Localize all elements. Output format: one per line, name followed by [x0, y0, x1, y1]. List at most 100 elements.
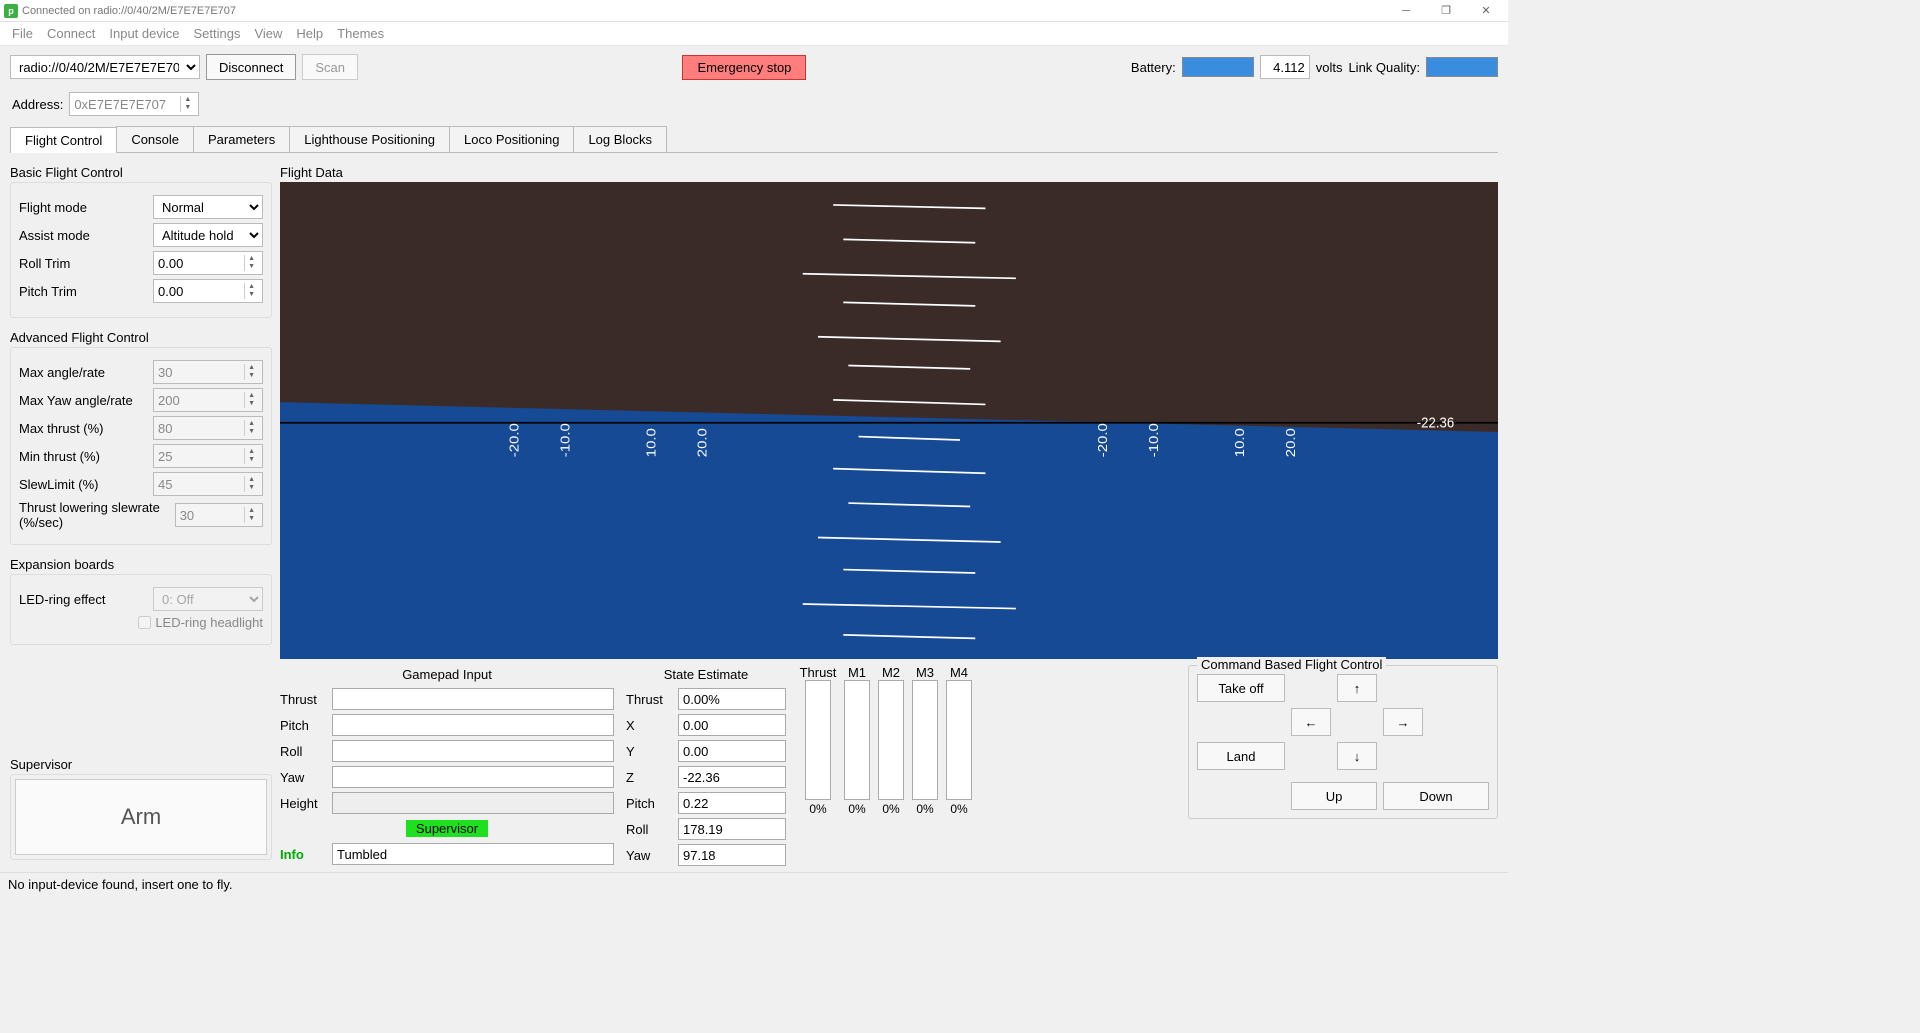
- down-button[interactable]: Down: [1383, 782, 1489, 810]
- m1-bar: [844, 680, 870, 800]
- up-button[interactable]: Up: [1291, 782, 1377, 810]
- tabs: Flight Control Console Parameters Lighth…: [10, 126, 1498, 153]
- address-spinner[interactable]: 0xE7E7E7E707 ▲▼: [69, 92, 199, 116]
- min-thrust-spinner: 25▲▼: [153, 444, 263, 468]
- svg-text:-10.0: -10.0: [557, 423, 572, 457]
- led-headlight-checkbox: LED-ring headlight: [138, 615, 263, 630]
- statusbar: No input-device found, insert one to fly…: [0, 872, 1508, 896]
- gamepad-roll[interactable]: [332, 740, 614, 762]
- tab-console[interactable]: Console: [116, 126, 194, 152]
- link-quality-bar: [1426, 57, 1498, 77]
- svg-text:10.0: 10.0: [643, 428, 658, 457]
- menu-settings[interactable]: Settings: [187, 24, 246, 43]
- menu-file[interactable]: File: [6, 24, 39, 43]
- left-button[interactable]: ←: [1291, 708, 1331, 736]
- emergency-stop-button[interactable]: Emergency stop: [682, 55, 806, 80]
- menu-help[interactable]: Help: [290, 24, 329, 43]
- menu-input-device[interactable]: Input device: [103, 24, 185, 43]
- expansion-group: LED-ring effect 0: Off LED-ring headligh…: [10, 574, 272, 645]
- led-ring-select: 0: Off: [153, 587, 263, 611]
- m2-bar: [878, 680, 904, 800]
- tab-parameters[interactable]: Parameters: [193, 126, 290, 152]
- roll-trim-spinner[interactable]: 0.00▲▼: [153, 251, 263, 275]
- link-quality-label: Link Quality:: [1348, 60, 1420, 75]
- minimize-button[interactable]: ─: [1388, 0, 1424, 22]
- battery-label: Battery:: [1131, 60, 1176, 75]
- artificial-horizon: -20.0 -10.0 10.0 20.0 -20.0 -10.0 10.0 2…: [280, 182, 1498, 659]
- titlebar: p Connected on radio://0/40/2M/E7E7E7E70…: [0, 0, 1508, 22]
- volts-label: volts: [1316, 60, 1343, 75]
- svg-text:-20.0: -20.0: [506, 423, 521, 457]
- menubar: File Connect Input device Settings View …: [0, 22, 1508, 46]
- pitch-trim-spinner[interactable]: 0.00▲▼: [153, 279, 263, 303]
- flight-data-title: Flight Data: [280, 161, 1498, 182]
- state-yaw: [678, 844, 786, 866]
- slew-spinner: 45▲▼: [153, 472, 263, 496]
- m3-bar: [912, 680, 938, 800]
- svg-text:20.0: 20.0: [1283, 428, 1298, 457]
- svg-text:-20.0: -20.0: [1095, 423, 1110, 457]
- info-value: [332, 843, 614, 865]
- state-thrust: [678, 688, 786, 710]
- state-roll: [678, 818, 786, 840]
- battery-bar: [1182, 57, 1254, 77]
- horizon-pitch-readout: -22.36: [1417, 414, 1455, 431]
- radio-uri-select[interactable]: radio://0/40/2M/E7E7E7E707: [10, 55, 200, 79]
- right-button[interactable]: →: [1383, 708, 1423, 736]
- takeoff-button[interactable]: Take off: [1197, 674, 1285, 702]
- basic-title: Basic Flight Control: [10, 161, 272, 182]
- bottom-panels: Gamepad Input Thrust Pitch Roll Yaw Heig…: [280, 659, 1498, 868]
- state-y: [678, 740, 786, 762]
- state-pitch: [678, 792, 786, 814]
- state-panel: State Estimate Thrust X Y Z Pitch Roll Y…: [626, 665, 786, 868]
- window-title: Connected on radio://0/40/2M/E7E7E7E707: [22, 5, 1384, 17]
- tab-flight-control[interactable]: Flight Control: [10, 127, 117, 153]
- svg-text:-10.0: -10.0: [1146, 423, 1161, 457]
- motors-panel: Thrust M1 M2 M3 M4 0% 0% 0% 0% 0%: [798, 665, 974, 868]
- state-z: [678, 766, 786, 788]
- info-label: Info: [280, 847, 326, 862]
- supervisor-badge: Supervisor: [406, 820, 488, 837]
- gamepad-pitch[interactable]: [332, 714, 614, 736]
- back-button[interactable]: ↓: [1337, 742, 1377, 770]
- close-button[interactable]: ✕: [1468, 0, 1504, 22]
- scan-button[interactable]: Scan: [302, 54, 358, 80]
- thrust-bar: [805, 680, 831, 800]
- gamepad-yaw[interactable]: [332, 766, 614, 788]
- gamepad-thrust[interactable]: [332, 688, 614, 710]
- supervisor-title: Supervisor: [10, 753, 272, 774]
- tls-spinner: 30▲▼: [175, 503, 263, 527]
- arm-button[interactable]: Arm: [15, 779, 267, 855]
- state-x: [678, 714, 786, 736]
- menu-themes[interactable]: Themes: [331, 24, 390, 43]
- tab-lighthouse[interactable]: Lighthouse Positioning: [289, 126, 450, 152]
- basic-flight-group: Flight mode Normal Assist mode Altitude …: [10, 182, 272, 318]
- advanced-flight-group: Max angle/rate 30▲▼ Max Yaw angle/rate 2…: [10, 347, 272, 545]
- address-row: Address: 0xE7E7E7E707 ▲▼: [0, 88, 1508, 120]
- toolbar: radio://0/40/2M/E7E7E7E707 Disconnect Sc…: [0, 46, 1508, 88]
- maximize-button[interactable]: ❐: [1428, 0, 1464, 22]
- m4-bar: [946, 680, 972, 800]
- app-icon: p: [4, 4, 18, 18]
- battery-value: [1260, 55, 1310, 79]
- max-yaw-spinner: 200▲▼: [153, 388, 263, 412]
- menu-connect[interactable]: Connect: [41, 24, 101, 43]
- land-button[interactable]: Land: [1197, 742, 1285, 770]
- command-panel: Command Based Flight Control Take off ↑ …: [1188, 665, 1498, 868]
- gamepad-panel: Gamepad Input Thrust Pitch Roll Yaw Heig…: [280, 665, 614, 868]
- menu-view[interactable]: View: [248, 24, 288, 43]
- forward-button[interactable]: ↑: [1337, 674, 1377, 702]
- supervisor-group: Arm: [10, 774, 272, 860]
- disconnect-button[interactable]: Disconnect: [206, 54, 296, 80]
- svg-text:20.0: 20.0: [694, 428, 709, 457]
- max-thrust-spinner: 80▲▼: [153, 416, 263, 440]
- assist-mode-select[interactable]: Altitude hold: [153, 223, 263, 247]
- flight-mode-select[interactable]: Normal: [153, 195, 263, 219]
- expansion-title: Expansion boards: [10, 553, 272, 574]
- tab-logblocks[interactable]: Log Blocks: [573, 126, 667, 152]
- advanced-title: Advanced Flight Control: [10, 326, 272, 347]
- svg-text:10.0: 10.0: [1232, 428, 1247, 457]
- tab-content: Basic Flight Control Flight mode Normal …: [0, 153, 1508, 872]
- address-label: Address:: [12, 97, 63, 112]
- tab-loco[interactable]: Loco Positioning: [449, 126, 574, 152]
